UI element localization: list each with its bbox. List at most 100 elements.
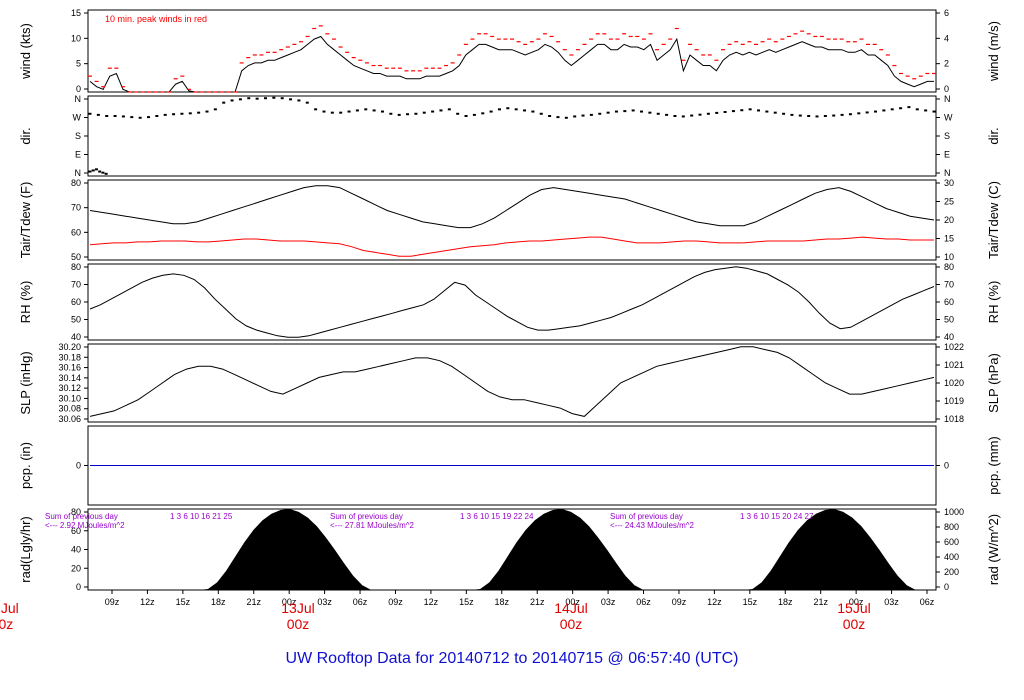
- y-tick-label-right: 0: [944, 84, 949, 94]
- y-tick-label-left: 0: [76, 461, 81, 471]
- y-axis-label-right: SLP (hPa): [986, 353, 1001, 413]
- rad-hour-ticks: 1 3 6 10 15 20 24 27: [740, 512, 814, 521]
- x-tick-label: 06z: [636, 597, 651, 607]
- x-tick-label: 21z: [813, 597, 828, 607]
- series-line-rh-0: [89, 266, 935, 338]
- y-tick-label-right: 1019: [944, 396, 964, 406]
- dir-point: [523, 109, 527, 112]
- dir-point: [531, 110, 535, 113]
- y-tick-label-right: 200: [944, 567, 959, 577]
- dir-point: [665, 113, 669, 116]
- dir-point: [706, 112, 710, 115]
- y-tick-label-right: N: [944, 94, 951, 104]
- dir-point: [330, 111, 334, 114]
- dir-point: [197, 111, 201, 114]
- plot-panels: wind (kts) wind (m/s) 0 5 10 15 0 2 4 6 10 min. pe…: [18, 8, 1001, 607]
- dir-point: [447, 108, 451, 111]
- dir-point: [247, 97, 251, 100]
- dir-point: [105, 115, 109, 117]
- dir-point: [180, 112, 184, 115]
- radiation-area: [90, 509, 934, 590]
- x-tick-label: 18z: [778, 597, 793, 607]
- series-line-wind-0: [89, 35, 934, 93]
- x-tick-label: 09z: [672, 597, 687, 607]
- dir-point: [280, 97, 284, 100]
- y-tick-label-left: 10: [71, 33, 81, 43]
- dir-point: [681, 115, 685, 118]
- y-tick-label-left: 20: [71, 563, 81, 573]
- dir-point: [222, 101, 226, 104]
- y-axis-label-right: RH (%): [986, 281, 1001, 324]
- y-tick-label-left: 5: [76, 59, 81, 69]
- dir-point: [840, 113, 844, 116]
- y-tick-label-right: 25: [944, 197, 954, 207]
- y-tick-label-right: 40: [944, 332, 954, 342]
- dir-point: [656, 112, 660, 115]
- panel-wind: [84, 9, 940, 93]
- wind-annotation: 10 min. peak winds in red: [105, 14, 207, 24]
- series-line-temp-1: [89, 236, 934, 257]
- y-tick-label-right: 1000: [944, 507, 964, 517]
- dir-point: [121, 115, 125, 118]
- dir-point: [481, 112, 485, 115]
- dir-point: [406, 113, 410, 116]
- y-tick-label-left: 60: [71, 297, 81, 307]
- panel-rad: [84, 508, 940, 591]
- dir-point: [289, 98, 293, 101]
- dir-point: [673, 115, 677, 117]
- y-tick-label-left: 0: [76, 84, 81, 94]
- rad-sum-value: <--- 24.43 MJoules/m^2: [610, 521, 695, 530]
- dir-point: [101, 171, 105, 174]
- rad-sum-value: <--- 27.81 MJoules/m^2: [330, 521, 415, 530]
- x-tick-label: 03z: [884, 597, 899, 607]
- dir-point: [815, 115, 819, 118]
- date-label-12jul: 12Jul00z: [0, 600, 19, 632]
- y-tick-label-right: 2: [944, 59, 949, 69]
- y-axis-label-left: Tair/Tdew (F): [18, 182, 33, 259]
- dir-point: [238, 98, 242, 101]
- dir-point: [573, 115, 577, 118]
- date-label-15jul: 15Jul 00z: [837, 600, 871, 632]
- dir-point: [472, 113, 476, 116]
- y-tick-label-right: 0: [944, 582, 949, 592]
- y-tick-label-left: 70: [71, 280, 81, 290]
- dir-point: [798, 114, 802, 117]
- dir-point: [715, 111, 719, 114]
- rad-hour-ticks: 1 3 6 10 15 19 22 24: [460, 512, 534, 521]
- y-tick-label-right: 70: [944, 280, 954, 290]
- dir-point: [456, 112, 460, 115]
- dir-point: [915, 108, 919, 111]
- y-tick-label-left: 60: [71, 526, 81, 536]
- y-tick-label-right: 1018: [944, 414, 964, 424]
- y-tick-label-left: 70: [71, 203, 81, 213]
- panel-slp: [84, 343, 940, 423]
- x-tick-label: 12z: [424, 597, 439, 607]
- y-axis-label-right: wind (m/s): [986, 21, 1001, 82]
- x-tick-label: 03z: [601, 597, 616, 607]
- rad-sum-label: Sum of previous day: [610, 512, 683, 521]
- y-tick-label-left: W: [73, 113, 82, 123]
- dir-point: [146, 116, 150, 119]
- y-tick-label-right: 10: [944, 252, 954, 262]
- dir-point: [380, 110, 384, 113]
- x-tick-label: 15z: [743, 597, 758, 607]
- x-tick-label: 15z: [176, 597, 191, 607]
- dir-point: [88, 112, 92, 115]
- x-tick-label: 09z: [105, 597, 120, 607]
- y-tick-label-left: 80: [71, 262, 81, 272]
- y-axis-label-left: pcp. (in): [18, 442, 33, 489]
- x-tick-label: 15z: [459, 597, 474, 607]
- panel-pcp: [84, 425, 940, 506]
- dir-point: [389, 112, 393, 115]
- y-axis-label-left: dir.: [18, 127, 33, 144]
- y-tick-label-left: 30.12: [58, 383, 81, 393]
- y-tick-label-right: 600: [944, 537, 959, 547]
- dir-point: [113, 115, 117, 117]
- y-tick-label-left: 30.06: [58, 414, 81, 424]
- dir-point: [464, 115, 468, 117]
- y-tick-label-left: 30.18: [58, 352, 81, 362]
- dir-point: [932, 110, 936, 113]
- x-tick-label: 00z: [849, 597, 864, 607]
- y-tick-label-left: S: [75, 131, 81, 141]
